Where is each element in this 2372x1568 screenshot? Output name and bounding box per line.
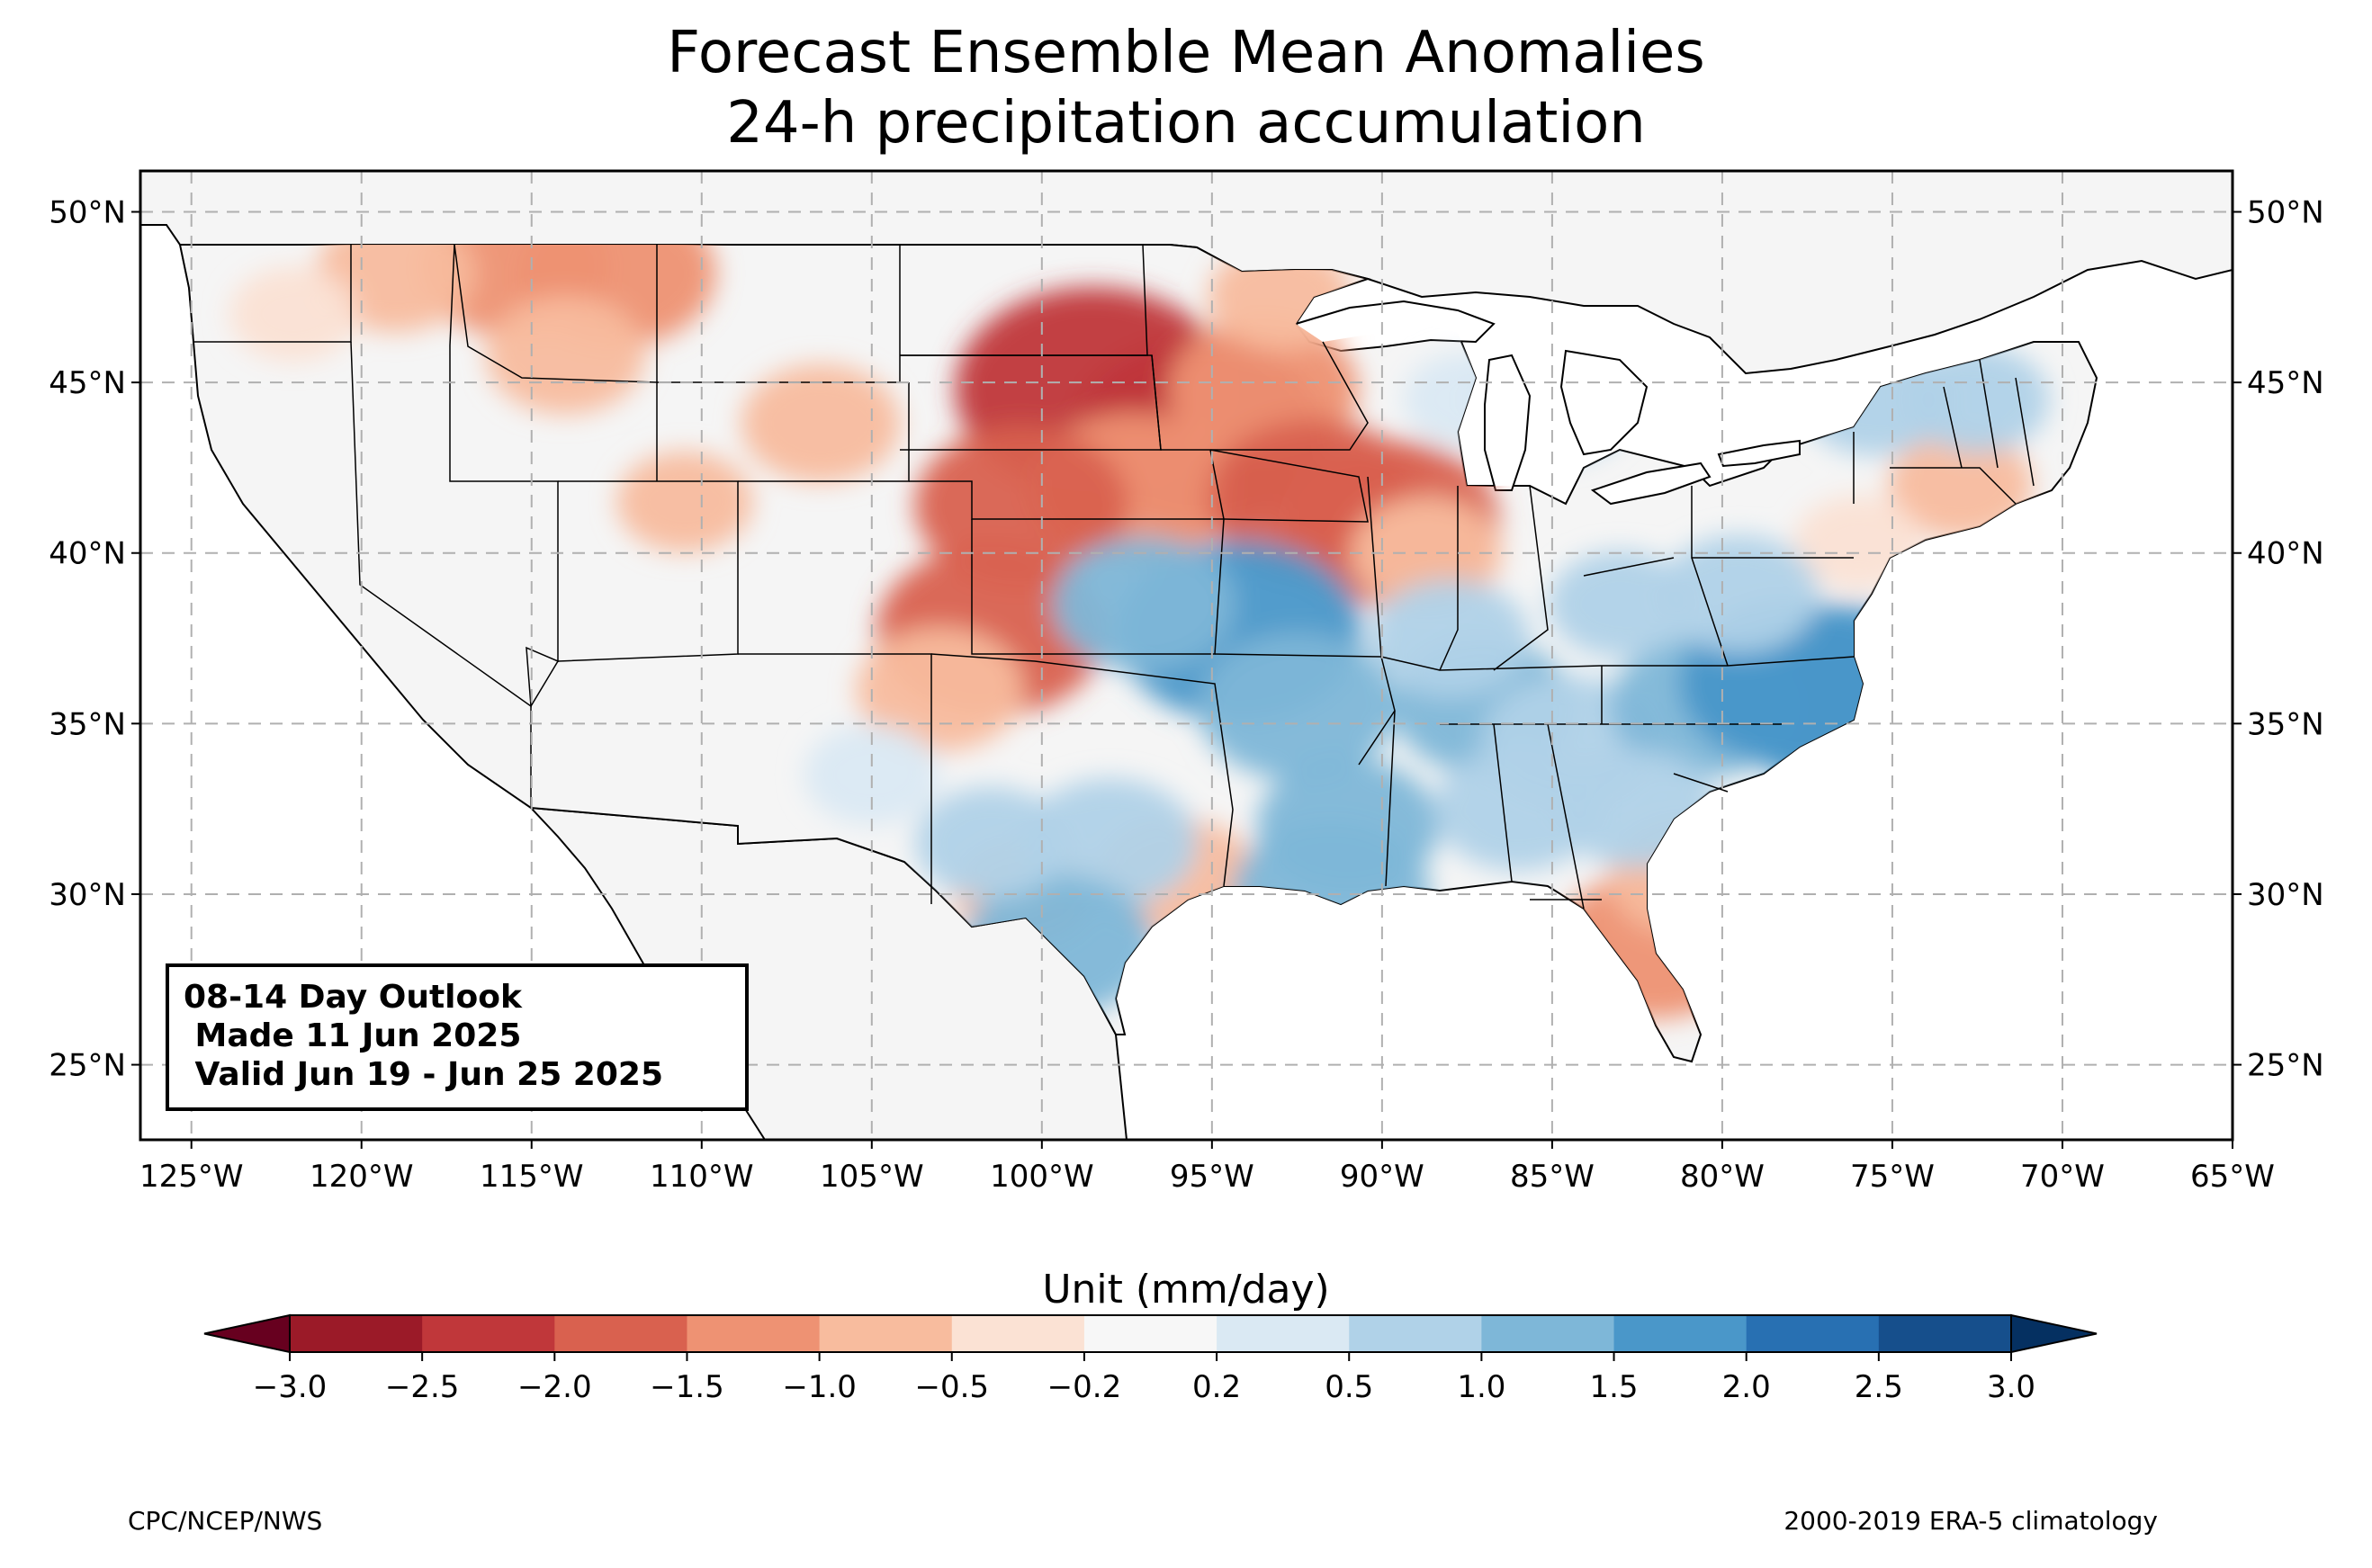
lat-ticks-left: 50°N 45°N 40°N 35°N 30°N 25°N [49,195,140,1084]
anomaly-cell-4 [914,426,1128,585]
lon-label: 70°W [2020,1159,2105,1195]
colorbar-bin-12 [1878,1315,2012,1352]
chart-title-line1: Forecast Ensemble Mean Anomalies [667,20,1705,86]
anomaly-cell-25 [1052,536,1235,672]
anomaly-cell-34 [914,786,1067,900]
colorbar-bin-6 [1083,1315,1217,1352]
lat-ticks-right: 50°N 45°N 40°N 35°N 30°N 25°N [2233,195,2324,1084]
lake-huron [1559,349,1649,456]
colorbar-tick-label: 0.5 [1325,1369,1373,1405]
colorbar-tick-label: 1.5 [1589,1369,1638,1405]
colorbar-tick-label: 2.5 [1855,1369,1903,1405]
colorbar-tick-label: 3.0 [1987,1369,2035,1405]
footer-source: CPC/NCEP/NWS [128,1506,323,1536]
colorbar-tick-label: −2.5 [385,1369,460,1405]
valid-range: Valid Jun 19 - Jun 25 2025 [184,1056,664,1093]
colorbar-tick-label: −2.0 [517,1369,592,1405]
made-date: Made 11 Jun 2025 [184,1017,522,1054]
outlook-period: 08-14 Day Outlook [184,979,522,1016]
lat-label-right: 25°N [2247,1048,2324,1084]
lat-label-left: 25°N [49,1048,126,1084]
anomaly-cell-10 [741,364,901,483]
lon-label: 120°W [310,1159,414,1195]
lat-label-left: 30°N [49,877,126,913]
colorbar-tick-label: 0.2 [1192,1369,1241,1405]
colorbar-over-arrow [2010,1313,2098,1354]
anomaly-cell-9 [856,627,1024,752]
anomaly-cell-16 [229,266,358,363]
lon-label: 105°W [820,1159,924,1195]
lon-label: 110°W [650,1159,754,1195]
map-frame [139,169,2234,1142]
colorbar-label: Unit (mm/day) [1042,1267,1330,1313]
lon-label: 65°W [2190,1159,2275,1195]
colorbar-bin-0 [290,1315,423,1352]
colorbar-tick-label: −0.5 [914,1369,989,1405]
lon-label: 125°W [139,1159,244,1195]
colorbar-bin-5 [951,1315,1085,1352]
colorbar-tick-label: −3.0 [253,1369,328,1405]
lat-label-left: 35°N [49,706,126,742]
colorbar-tick-label: −1.5 [650,1369,724,1405]
lat-label-right: 50°N [2247,195,2324,231]
lon-label: 100°W [990,1159,1094,1195]
colorbar-bin-10 [1613,1315,1748,1352]
anomaly-cell-46 [1370,578,1531,698]
outlook-info-box: 08-14 Day Outlook Made 11 Jun 2025 Valid… [166,963,749,1111]
lat-label-left: 40°N [49,536,126,572]
lon-label: 90°W [1340,1159,1424,1195]
lat-label-left: 50°N [49,195,126,231]
colorbar-bin-8 [1349,1315,1482,1352]
colorbar-under-arrow [203,1313,291,1354]
lon-label: 75°W [1850,1159,1935,1195]
footer-climatology: 2000-2019 ERA-5 climatology [1783,1506,2158,1536]
anomaly-cell-42 [1905,345,2050,453]
lat-label-right: 30°N [2247,877,2324,913]
colorbar-tick-label: 2.0 [1722,1369,1771,1405]
state-borders [179,244,2035,909]
anomaly-cell-37 [1434,747,1602,871]
colorbar-bin-3 [687,1315,821,1352]
anomaly-cell-45 [1659,534,1819,653]
chart-title-line2: 24-h precipitation accumulation [726,90,1646,157]
lon-label: 115°W [480,1159,584,1195]
colorbar-bin-7 [1217,1315,1350,1352]
colorbar-bin-9 [1481,1315,1615,1352]
lon-label: 95°W [1170,1159,1254,1195]
lake-michigan [1484,354,1532,491]
lat-label-right: 45°N [2247,365,2324,401]
colorbar-tick-label: −1.0 [782,1369,857,1405]
lat-label-right: 40°N [2247,536,2324,572]
colorbar-bin-1 [422,1315,555,1352]
anomaly-cell-43 [804,724,940,826]
lat-label-right: 35°N [2247,706,2324,742]
anomaly-cell-11 [616,451,753,552]
anomaly-cell-26 [1198,632,1397,780]
anomaly-cell-15 [486,296,646,415]
colorbar-tick-label: −0.2 [1047,1369,1122,1405]
colorbar-bin-4 [819,1315,953,1352]
colorbar-bin-11 [1746,1315,1880,1352]
anomaly-cell-44 [1548,551,1693,658]
colorbar: −3.0 −2.5 −2.0 −1.5 −1.0 −0.5 −0.2 0.2 0.5 1.0 1.5… [203,1313,2098,1405]
lat-label-left: 45°N [49,365,126,401]
lake-ontario [1717,439,1801,468]
colorbar-bin-2 [554,1315,687,1352]
colorbar-tick-label: 1.0 [1457,1369,1505,1405]
lon-label: 80°W [1680,1159,1765,1195]
lon-ticks: 125°W 120°W 115°W 110°W 105°W 100°W 95°W 90°W 85… [139,1140,2275,1195]
lake-erie [1590,461,1712,506]
lon-label: 85°W [1510,1159,1595,1195]
